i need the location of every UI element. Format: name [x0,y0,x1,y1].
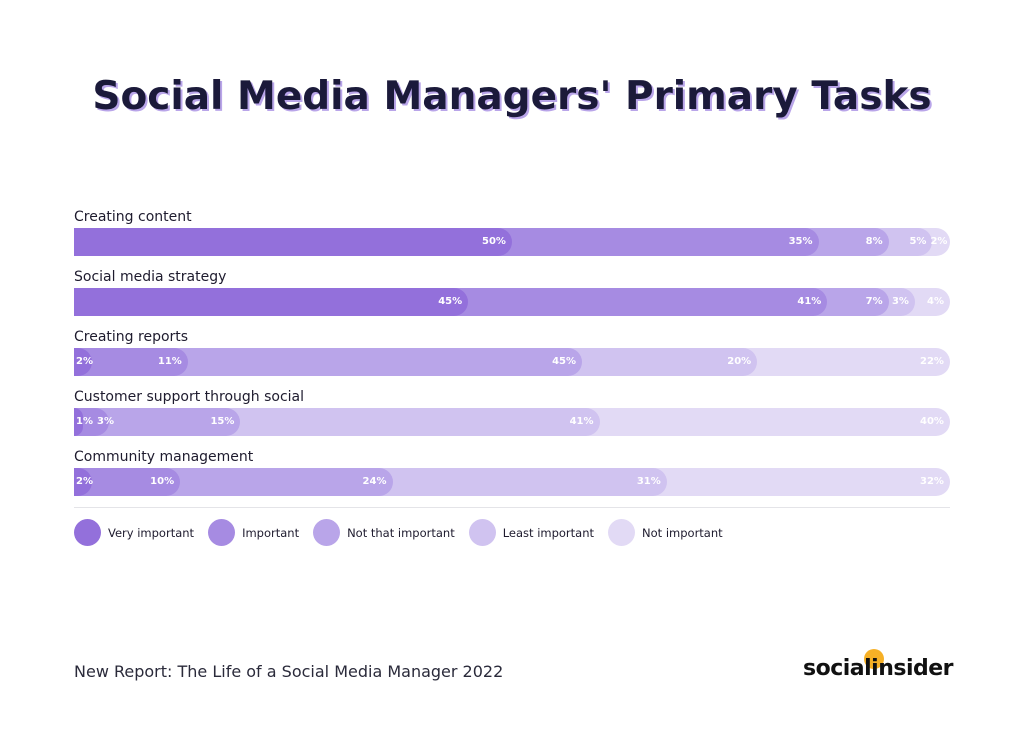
stacked-bar: 1% 3% 15% 41% 40% [74,408,950,436]
data-label: 3% [97,416,114,427]
data-label: 3% [891,296,909,307]
legend-item: Least important [468,519,595,546]
row-label: Creating reports [74,329,189,345]
legend-swatch [74,519,101,546]
row-label: Community management [74,449,254,465]
legend-label: Important [242,525,300,540]
stacked-bar: 2% 10% 24% 31% 32% [74,468,950,496]
legend-swatch [208,519,236,546]
logo: socialinsider [803,656,954,681]
legend-swatch [313,519,341,546]
divider [74,507,950,508]
legend-item: Very important [74,519,194,546]
data-label: 11% [157,356,182,367]
bar-segment [74,408,83,436]
data-label: 41% [569,416,594,427]
data-label: 1% [76,416,93,427]
data-label: 10% [150,476,175,487]
bar-segment [74,348,92,376]
data-label: 35% [788,236,813,247]
data-label: 22% [920,356,944,367]
row-label: Creating content [74,209,192,225]
bar-segment [74,348,188,376]
bar-segment [74,468,181,496]
logo-dot-icon [864,649,884,669]
legend-label: Not important [642,525,723,540]
legend-label: Not that important [347,525,455,540]
data-label: 15% [210,416,235,427]
data-label: 2% [930,236,948,247]
data-label: 50% [482,236,506,247]
legend: Very important Important Not that importan… [74,519,737,546]
data-label: 5% [909,236,927,247]
footer-text: New Report: The Life of a Social Media M… [74,662,504,681]
data-label: 4% [927,296,944,307]
stacked-bar: 2% 11% 45% 20% 22% [74,348,950,376]
data-label: 31% [636,476,661,487]
legend-item: Important [208,519,299,546]
data-label: 45% [552,356,577,367]
bar-segment [74,288,469,316]
data-label: 32% [920,476,944,487]
row-label: Customer support through social [74,389,305,405]
legend-swatch [608,519,636,546]
legend-label: Least important [502,525,595,540]
data-label: 20% [727,356,752,367]
data-label: 24% [362,476,387,487]
data-label: 45% [438,296,463,307]
legend-item: Not important [608,519,723,546]
legend-item: Not that important [313,519,455,546]
chart-title: Social Media Managers' Primary Tasks [92,74,932,119]
bar-segment [74,468,92,496]
bar-segment [74,228,512,256]
data-label: 2% [76,356,93,367]
data-label: 8% [865,236,883,247]
legend-swatch [468,519,496,546]
row-label: Social media strategy [74,269,227,285]
data-label: 40% [920,416,944,427]
legend-label: Very important [108,525,195,540]
stacked-bar: 50% 35% 8% 5% 2% [74,228,950,256]
stacked-bar: 45% 41% 7% 3% 4% [74,288,950,316]
data-label: 41% [797,296,822,307]
data-label: 7% [865,296,883,307]
data-label: 2% [76,476,93,487]
